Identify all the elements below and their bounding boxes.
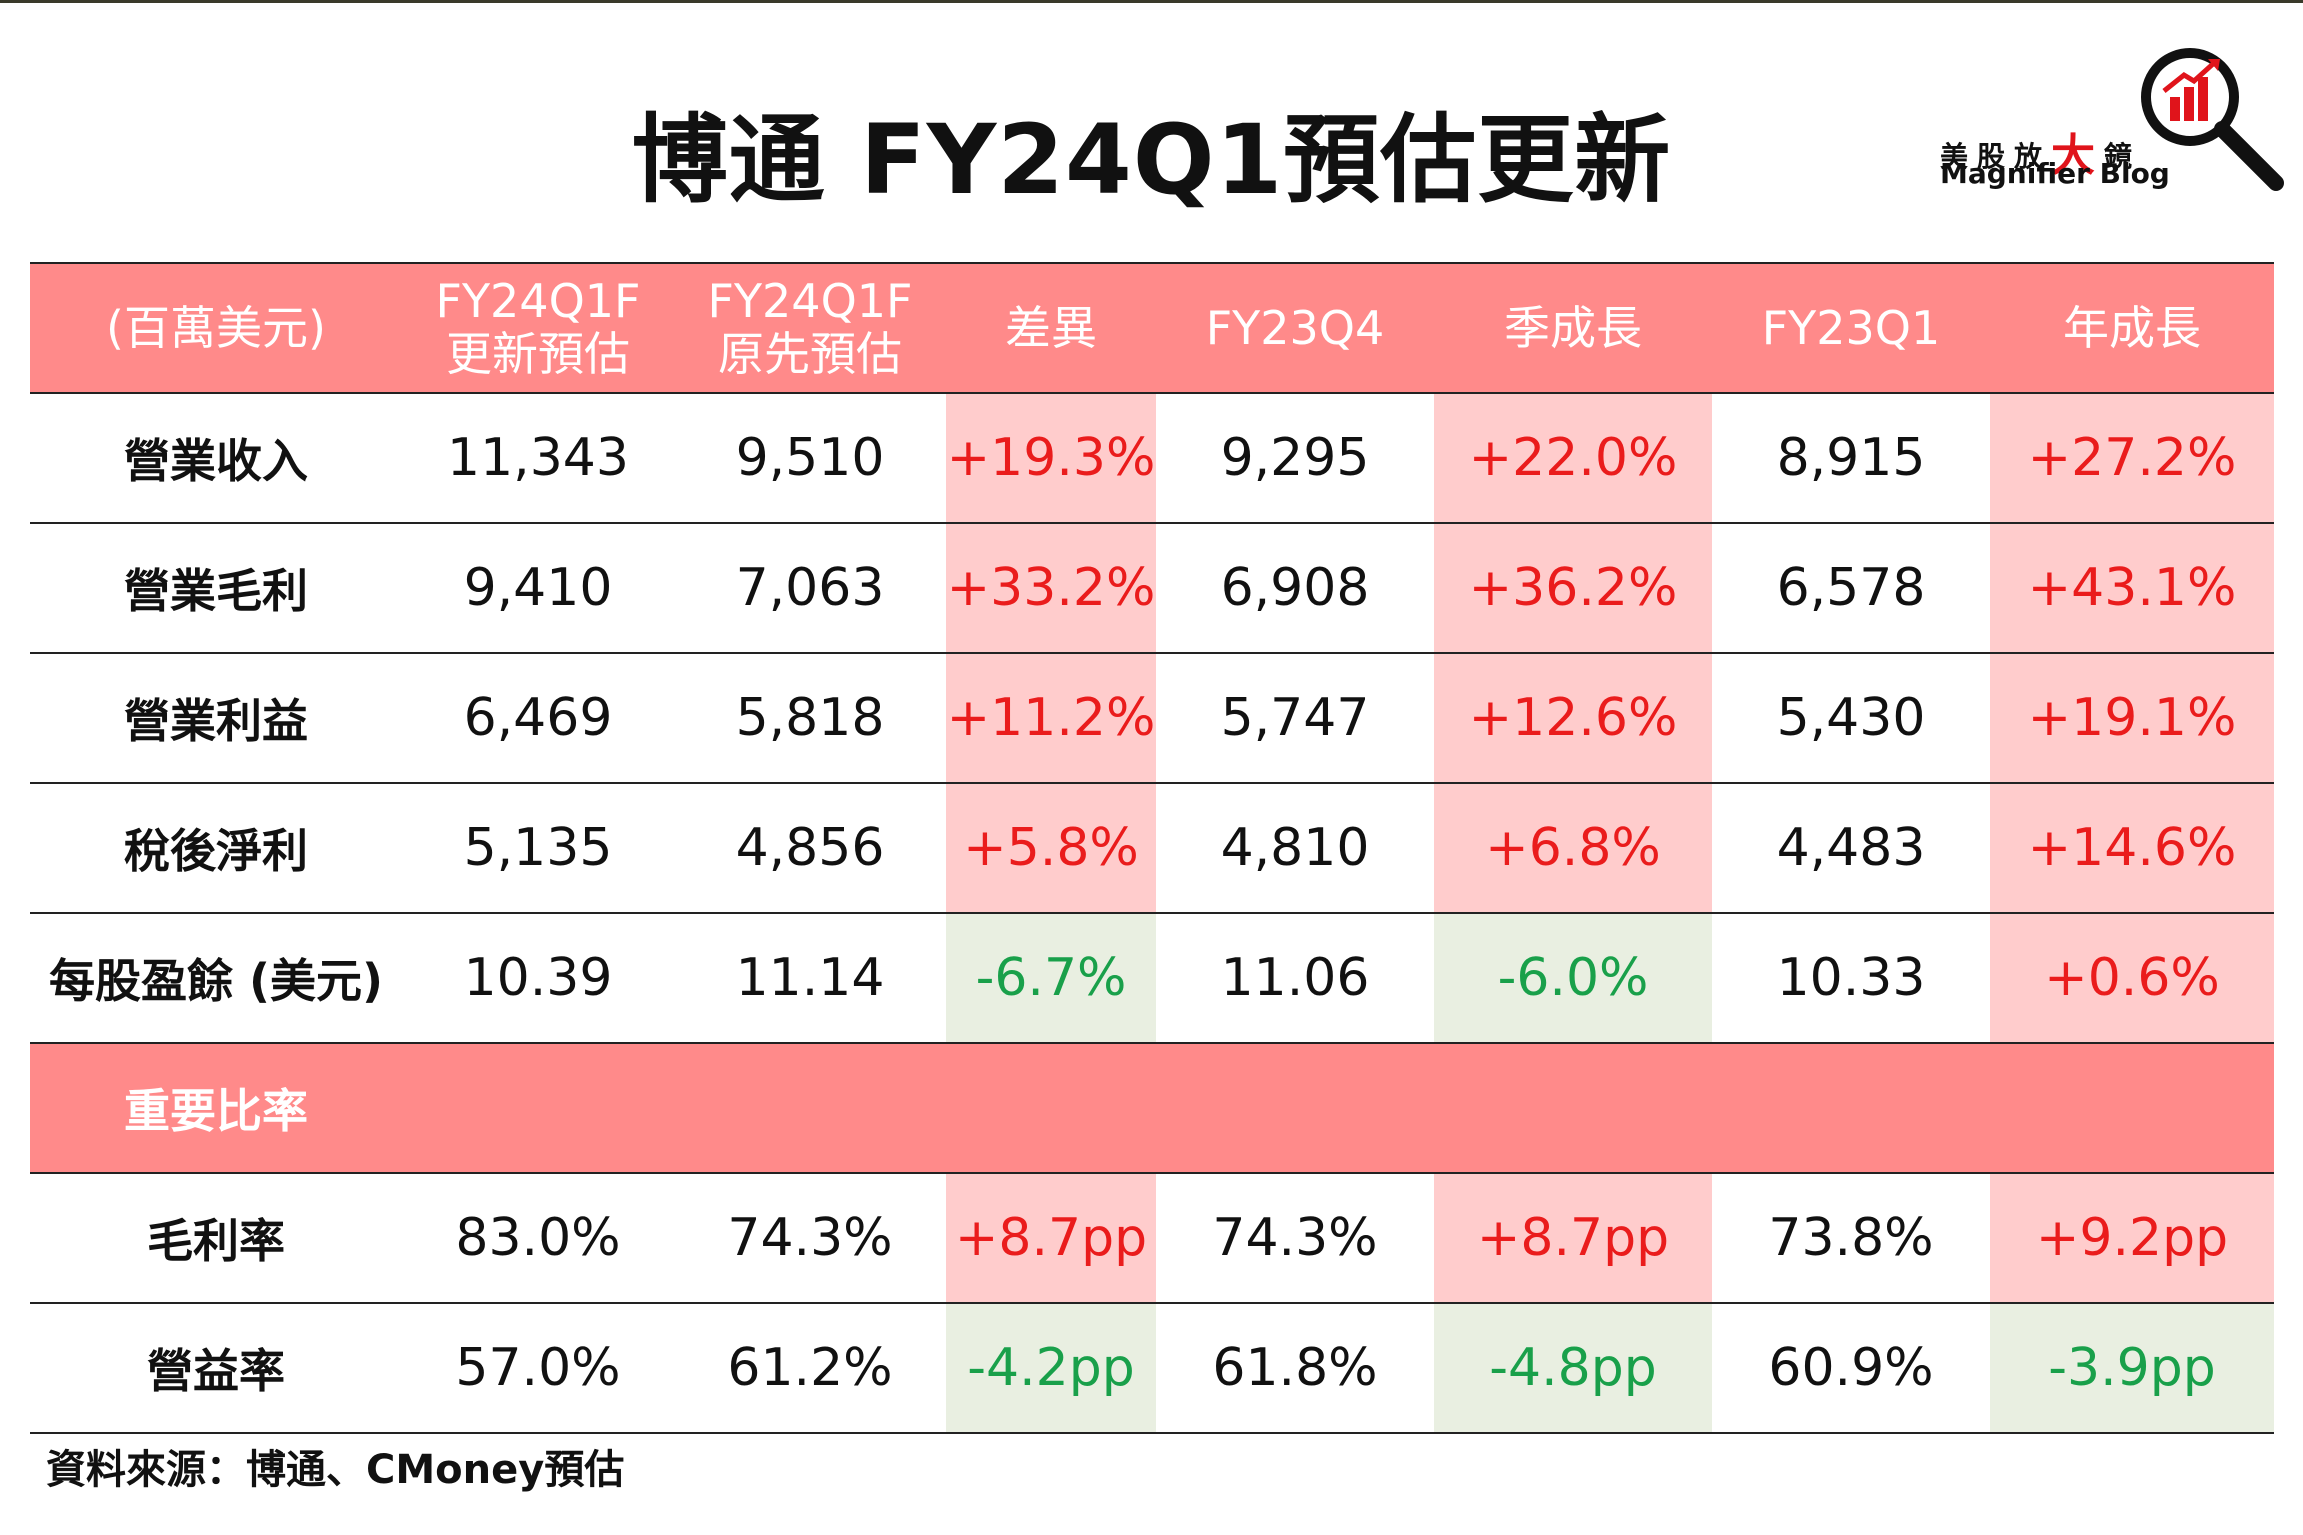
row-label: 營業收入	[30, 393, 402, 524]
table-cell: 83.0%	[402, 1173, 674, 1304]
table-cell: 5,135	[402, 783, 674, 914]
diff-cell: -4.2pp	[946, 1303, 1156, 1434]
yoy-cell: +14.6%	[1990, 783, 2274, 914]
table-cell: 57.0%	[402, 1303, 674, 1434]
qoq-cell: +22.0%	[1434, 393, 1712, 524]
header-line1: 季成長	[1504, 300, 1642, 355]
yoy-cell: +0.6%	[1990, 913, 2274, 1044]
qoq-cell: +36.2%	[1434, 523, 1712, 654]
table-cell: 4,483	[1712, 783, 1990, 914]
logo-chinese-text: 美股放大鏡	[1940, 115, 2142, 181]
header-line1: 差異	[1005, 300, 1097, 355]
table-cell: 9,510	[674, 393, 946, 524]
diff-cell: +8.7pp	[946, 1173, 1156, 1304]
estimate-table: (百萬美元) FY24Q1F 更新預估 FY24Q1F 原先預估 差異 FY23Q4…	[30, 262, 2274, 1434]
diff-cell: -6.7%	[946, 913, 1156, 1044]
header-cell: FY24Q1F 更新預估	[402, 262, 674, 394]
table-cell: 4,810	[1156, 783, 1434, 914]
page-title: 博通 FY24Q1預估更新	[631, 104, 1672, 216]
table-cell: 5,818	[674, 653, 946, 784]
qoq-cell: -4.8pp	[1434, 1303, 1712, 1434]
table-row: 營益率 57.0% 61.2% -4.2pp 61.8% -4.8pp 60.9…	[30, 1303, 2274, 1434]
header-line1: FY24Q1F	[435, 274, 641, 329]
table-cell: 74.3%	[674, 1173, 946, 1304]
header-cell: (百萬美元)	[30, 262, 402, 394]
row-label: 營業毛利	[30, 523, 402, 654]
header-line1: (百萬美元)	[106, 300, 326, 355]
diff-cell: +11.2%	[946, 653, 1156, 784]
yoy-cell: +9.2pp	[1990, 1173, 2274, 1304]
header-line1: FY23Q4	[1205, 300, 1385, 355]
table-cell: 6,578	[1712, 523, 1990, 654]
header-line1: 年成長	[2063, 300, 2201, 355]
table-row: 營業毛利 9,410 7,063 +33.2% 6,908 +36.2% 6,5…	[30, 523, 2274, 654]
table-cell: 5,747	[1156, 653, 1434, 784]
table-cell: 6,908	[1156, 523, 1434, 654]
table-cell: 7,063	[674, 523, 946, 654]
qoq-cell: +6.8%	[1434, 783, 1712, 914]
magnifier-icon	[2141, 48, 2284, 191]
logo: 美股放大鏡 Magnifier Blog	[1930, 35, 2290, 195]
table-cell: 9,410	[402, 523, 674, 654]
header-cell: FY24Q1F 原先預估	[674, 262, 946, 394]
table-row: 營業收入 11,343 9,510 +19.3% 9,295 +22.0% 8,…	[30, 393, 2274, 524]
table-cell: 10.33	[1712, 913, 1990, 1044]
qoq-cell: +8.7pp	[1434, 1173, 1712, 1304]
row-label: 稅後淨利	[30, 783, 402, 914]
header-row: (百萬美元) FY24Q1F 更新預估 FY24Q1F 原先預估 差異 FY23Q4…	[30, 262, 2274, 394]
section-label: 重要比率	[30, 1043, 402, 1174]
logo-cn-big: 大	[2051, 130, 2105, 181]
header-cell: 季成長	[1434, 262, 1712, 394]
header-cell: FY23Q4	[1156, 262, 1434, 394]
header-cell: 年成長	[1990, 262, 2274, 394]
qoq-cell: -6.0%	[1434, 913, 1712, 1044]
section-row: 重要比率	[30, 1043, 2274, 1174]
top-rule	[0, 0, 2303, 3]
diff-cell: +19.3%	[946, 393, 1156, 524]
table-cell: 10.39	[402, 913, 674, 1044]
table-cell: 11.14	[674, 913, 946, 1044]
row-label: 毛利率	[30, 1173, 402, 1304]
header-cell: FY23Q1	[1712, 262, 1990, 394]
header-cell: 差異	[946, 262, 1156, 394]
header-line2: 更新預估	[446, 327, 630, 381]
header-line1: FY23Q1	[1761, 300, 1941, 355]
diff-cell: +5.8%	[946, 783, 1156, 914]
row-label: 營益率	[30, 1303, 402, 1434]
table-cell: 74.3%	[1156, 1173, 1434, 1304]
section-fill	[402, 1043, 2274, 1174]
row-label: 每股盈餘 (美元)	[30, 913, 402, 1044]
row-label: 營業利益	[30, 653, 402, 784]
logo-cn-suffix: 鏡	[2104, 140, 2142, 173]
yoy-cell: -3.9pp	[1990, 1303, 2274, 1434]
logo-english-text: Magnifier Blog	[1940, 157, 2170, 190]
table-cell: 61.8%	[1156, 1303, 1434, 1434]
yoy-cell: +19.1%	[1990, 653, 2274, 784]
table-cell: 73.8%	[1712, 1173, 1990, 1304]
header-line2: 原先預估	[718, 327, 902, 381]
table-row: 營業利益 6,469 5,818 +11.2% 5,747 +12.6% 5,4…	[30, 653, 2274, 784]
table-cell: 5,430	[1712, 653, 1990, 784]
table-cell: 11.06	[1156, 913, 1434, 1044]
header-line1: FY24Q1F	[707, 274, 913, 329]
table-cell: 6,469	[402, 653, 674, 784]
table-cell: 60.9%	[1712, 1303, 1990, 1434]
yoy-cell: +27.2%	[1990, 393, 2274, 524]
source-note: 資料來源：博通、CMoney預估	[46, 1447, 625, 1493]
qoq-cell: +12.6%	[1434, 653, 1712, 784]
yoy-cell: +43.1%	[1990, 523, 2274, 654]
table-cell: 61.2%	[674, 1303, 946, 1434]
table-row: 毛利率 83.0% 74.3% +8.7pp 74.3% +8.7pp 73.8…	[30, 1173, 2274, 1304]
table-cell: 4,856	[674, 783, 946, 914]
table-row: 每股盈餘 (美元) 10.39 11.14 -6.7% 11.06 -6.0% …	[30, 913, 2274, 1044]
table-cell: 11,343	[402, 393, 674, 524]
table-cell: 9,295	[1156, 393, 1434, 524]
table-cell: 8,915	[1712, 393, 1990, 524]
logo-cn-prefix: 美股放	[1940, 140, 2052, 173]
table-row: 稅後淨利 5,135 4,856 +5.8% 4,810 +6.8% 4,483…	[30, 783, 2274, 914]
diff-cell: +33.2%	[946, 523, 1156, 654]
